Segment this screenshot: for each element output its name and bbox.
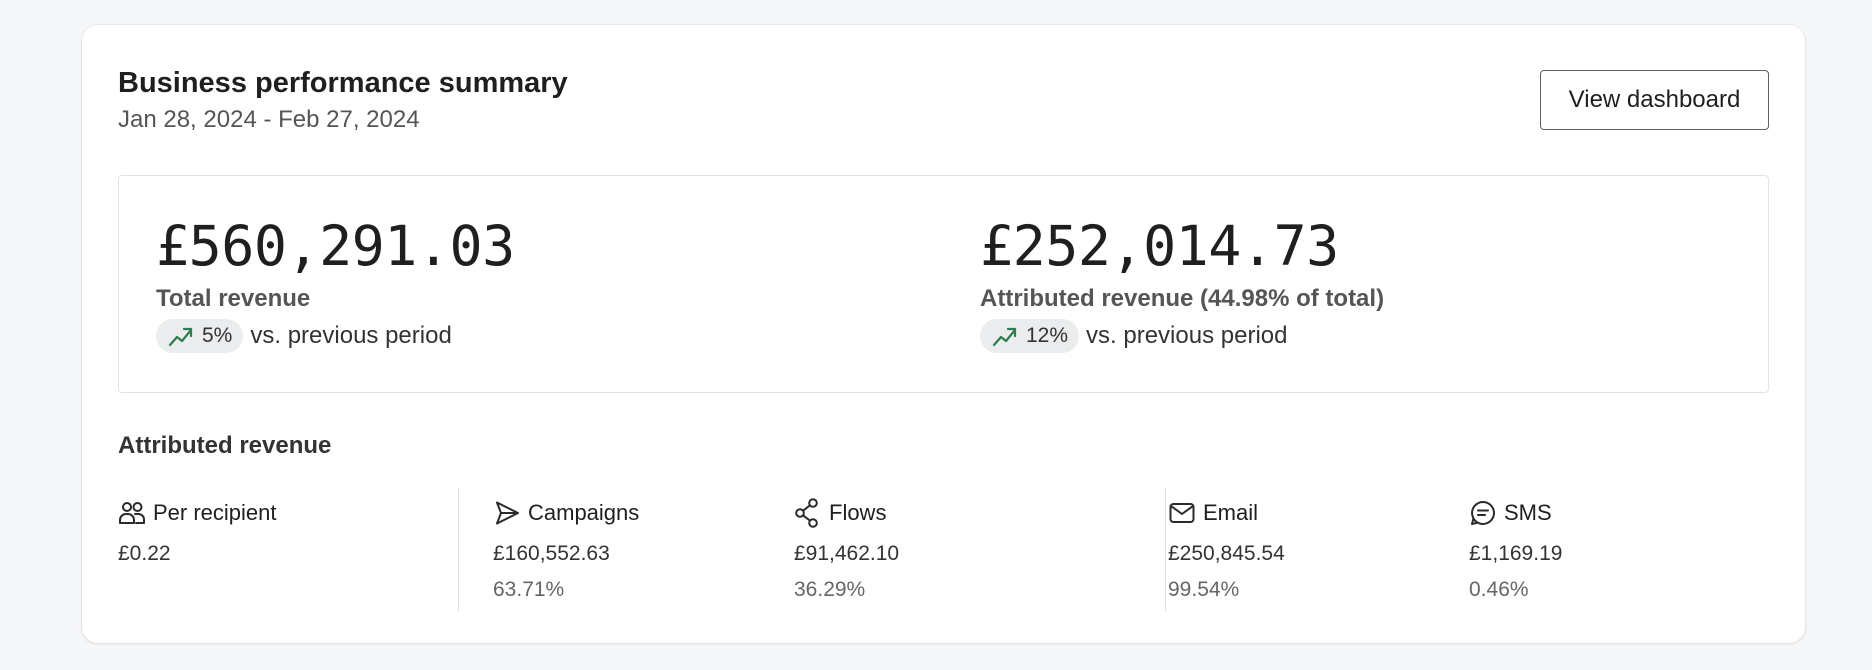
kpi-panel: £560,291.03 Total revenue 5% vs. previou…: [118, 175, 1769, 393]
metric-label: Email: [1203, 500, 1259, 525]
date-range: Jan 28, 2024 - Feb 27, 2024: [118, 106, 420, 133]
users-icon: [119, 502, 145, 524]
mail-icon: [1169, 503, 1195, 523]
trend-badge: 12%: [980, 319, 1080, 353]
metric-campaigns: Campaigns £160,552.63 63.71%: [493, 498, 639, 603]
metric-value: £160,552.63: [493, 542, 610, 565]
metric-percent: 63.71%: [493, 578, 565, 601]
send-icon: [496, 501, 519, 525]
metric-value: £0.22: [118, 542, 171, 565]
kpi-value: £252,014.73: [980, 214, 1339, 278]
metric-header: Per recipient: [118, 498, 277, 528]
metric-flows: Flows £91,462.10 36.29%: [794, 498, 899, 603]
trending-up-icon: [992, 327, 1017, 347]
view-dashboard-button[interactable]: View dashboard: [1540, 70, 1769, 130]
metric-label: Flows: [829, 500, 887, 525]
metric-percent: 0.46%: [1469, 578, 1529, 601]
trend-text: vs. previous period: [1086, 322, 1288, 349]
kpi-trend: 12% vs. previous period: [980, 319, 1384, 353]
metric-label: Per recipient: [153, 500, 277, 525]
metric-header: Flows: [794, 498, 899, 528]
trend-text: vs. previous period: [250, 322, 452, 349]
kpi-label: Attributed revenue (44.98% of total): [980, 285, 1385, 312]
trend-value: 12%: [1026, 324, 1069, 347]
sms-icon: [1471, 501, 1495, 525]
metric-value: £250,845.54: [1168, 542, 1285, 565]
card-title: Business performance summary: [118, 67, 568, 99]
divider: [458, 488, 459, 612]
trend-value: 5%: [202, 324, 233, 347]
kpi-total-revenue: £560,291.03 Total revenue 5% vs. previou…: [156, 214, 515, 353]
metric-header: SMS: [1469, 498, 1562, 528]
metric-percent: 99.54%: [1168, 578, 1240, 601]
kpi-value: £560,291.03: [156, 214, 515, 278]
flows-icon: [795, 498, 818, 528]
metric-email: Email £250,845.54 99.54%: [1168, 498, 1285, 603]
metric-label: Campaigns: [528, 500, 640, 525]
metric-value: £91,462.10: [794, 542, 900, 565]
metric-header: Email: [1168, 498, 1285, 528]
kpi-label: Total revenue: [156, 285, 311, 312]
kpi-trend: 5% vs. previous period: [156, 319, 515, 353]
metric-label: SMS: [1504, 500, 1552, 525]
attributed-revenue-title: Attributed revenue: [118, 432, 332, 459]
kpi-attributed-revenue: £252,014.73 Attributed revenue (44.98% o…: [980, 214, 1384, 353]
trend-badge: 5%: [156, 319, 244, 353]
metric-sms: SMS £1,169.19 0.46%: [1469, 498, 1562, 603]
attributed-metrics: Per recipient £0.22 Campaigns £160,552.6…: [118, 488, 1769, 613]
metric-header: Campaigns: [493, 498, 639, 528]
metric-percent: 36.29%: [794, 578, 866, 601]
metric-value: £1,169.19: [1469, 542, 1563, 565]
performance-summary-card: Business performance summary Jan 28, 202…: [82, 25, 1805, 643]
card-header: Business performance summary Jan 28, 202…: [118, 65, 568, 135]
metric-per-recipient: Per recipient £0.22: [118, 498, 277, 567]
trending-up-icon: [168, 327, 193, 347]
divider: [1165, 488, 1166, 612]
